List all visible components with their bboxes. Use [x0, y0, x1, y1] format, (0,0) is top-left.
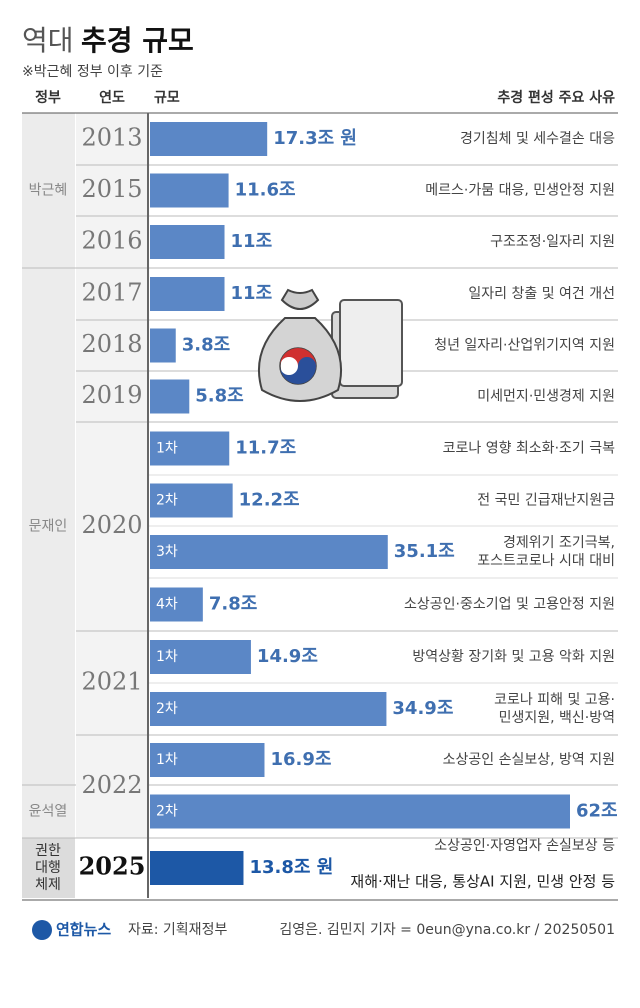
government-label: 권한 [35, 843, 61, 859]
year-cell [76, 735, 148, 838]
reason: 경기침체 및 세수결손 대응 [460, 131, 615, 147]
value-label: 14.9조 [257, 646, 318, 667]
bar [150, 640, 251, 674]
year-label: 2022 [81, 771, 142, 799]
round-label: 2차 [156, 804, 178, 820]
reason: 소상공인 손실보상, 방역 지원 [443, 752, 615, 768]
reason: 미세먼지·민생경제 지원 [477, 389, 615, 405]
title-light: 역대 [22, 24, 74, 57]
header: 규모 [154, 90, 180, 106]
year-cell [76, 113, 148, 165]
year-label: 2020 [81, 511, 142, 539]
government-cell [22, 113, 75, 268]
year-label: 2025 [79, 852, 146, 881]
government-cell [22, 268, 75, 785]
bar [150, 173, 229, 208]
reason: 재해·재난 대응, 통상AI 지원, 민생 안정 등 [350, 873, 615, 891]
chart-title: 추경 규모 [81, 24, 194, 57]
reason: 메르스·가뭄 대응, 민생안정 지원 [425, 183, 615, 199]
value-label: 7.8조 [209, 594, 257, 615]
year-cell [76, 216, 148, 268]
year-cell [76, 422, 148, 631]
reason: 경제위기 조기극복, [503, 535, 615, 551]
round-label: 1차 [156, 649, 178, 665]
value-label: 11조 [231, 283, 273, 304]
value-label: 13.8조 원 [249, 857, 333, 878]
government-label: 윤석열 [29, 804, 68, 820]
reason: 전 국민 긴급재난지원금 [477, 493, 615, 509]
round-label: 2차 [156, 701, 178, 717]
year-cell [76, 165, 148, 216]
bar [150, 379, 190, 414]
money-bag-icon [258, 288, 403, 402]
year-label: 2018 [81, 330, 142, 358]
round-label: 4차 [156, 597, 178, 613]
bar [150, 535, 388, 569]
round-label: 1차 [156, 752, 178, 768]
year-cell [76, 320, 148, 371]
source: 자료: 기획재정부 [128, 922, 227, 938]
value-label: 11.7조 [235, 438, 296, 459]
header: 정부 [35, 89, 61, 106]
bar [150, 277, 225, 311]
reason: 청년 일자리·산업위기지역 지원 [434, 338, 615, 354]
bar [150, 692, 387, 726]
year-label: 2019 [81, 381, 142, 409]
government-label: 대행 [35, 860, 61, 876]
value-label: 35.1조 [394, 541, 455, 562]
government-label: 문재인 [29, 519, 68, 535]
value-label: 12.2조 [239, 490, 300, 511]
reason: 코로나 영향 최소화·조기 극복 [443, 441, 615, 457]
year-label: 2017 [81, 279, 142, 307]
value-label: 5.8조 [195, 386, 243, 407]
reason: 구조조정·일자리 지원 [490, 234, 615, 250]
credit: 김영은. 김민지 기자 = 0eun@yna.co.kr / 20250501 [279, 922, 615, 938]
bar [150, 431, 230, 466]
year-label: 2013 [81, 124, 142, 152]
round-label: 2차 [156, 493, 178, 509]
reason: 일자리 창출 및 여건 개선 [468, 286, 615, 302]
round-label: 1차 [156, 441, 178, 457]
year-label: 2015 [81, 175, 142, 203]
header: 추경 편성 주요 사유 [497, 89, 615, 106]
value-label: 16.9조 [270, 749, 331, 770]
logo: 연합뉴스 [56, 921, 111, 939]
government-label: 박근혜 [29, 183, 68, 199]
value-label: 62조 [576, 801, 618, 822]
reason: 민생지원, 백신·방역 [499, 710, 615, 726]
bar [150, 483, 233, 518]
year-cell [76, 838, 148, 898]
bar [150, 794, 570, 829]
value-label: 11조 [231, 231, 273, 252]
year-label: 2021 [81, 668, 142, 696]
reason: 소상공인·중소기업 및 고용안정 지원 [404, 597, 615, 613]
year-cell [76, 371, 148, 422]
value-label: 11.6조 [235, 180, 296, 201]
bar [150, 328, 176, 363]
value-label: 17.3조 원 [273, 128, 357, 149]
bar [150, 851, 244, 885]
year-cell [76, 631, 148, 735]
reason: 포스트코로나 시대 대비 [477, 553, 615, 569]
header: 연도 [99, 90, 125, 106]
bar [150, 225, 225, 259]
bar [150, 122, 268, 156]
government-cell [22, 785, 75, 838]
logo-icon [32, 920, 52, 940]
value-label: 3.8조 [182, 335, 230, 356]
government-cell [22, 838, 75, 898]
year-cell [76, 268, 148, 320]
reason: 방역상황 장기화 및 고용 악화 지원 [412, 649, 615, 665]
government-label: 체제 [35, 877, 61, 893]
reason: 코로나 피해 및 고용· [494, 692, 615, 708]
reason: 소상공인·자영업자 손실보상 등 [434, 838, 615, 854]
bar [150, 587, 203, 622]
value-label: 34.9조 [392, 698, 453, 719]
subtitle: ※박근혜 정부 이후 기준 [22, 64, 163, 80]
bar [150, 743, 265, 777]
year-label: 2016 [81, 227, 142, 255]
round-label: 3차 [156, 544, 178, 560]
